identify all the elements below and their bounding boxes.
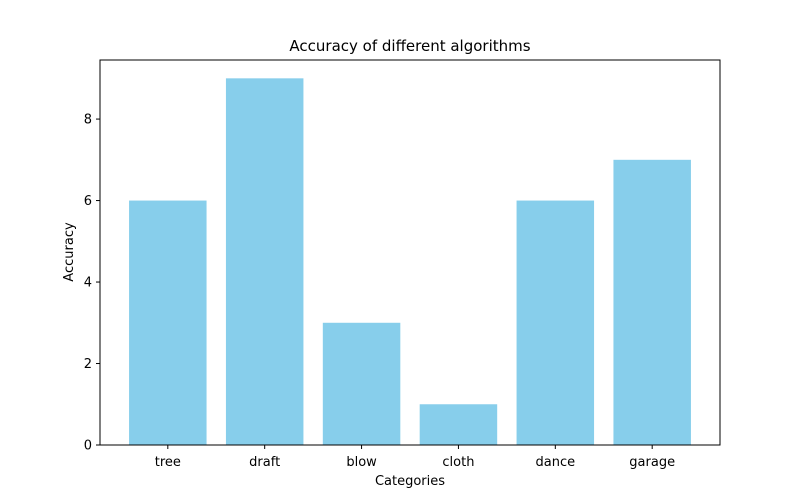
x-tick-label: dance (536, 455, 576, 470)
bar-garage (613, 159, 691, 445)
y-tick-label: 6 (84, 194, 92, 209)
bar-dance (516, 200, 595, 445)
x-tick-label: cloth (442, 455, 474, 470)
y-tick-label: 8 (84, 113, 92, 128)
x-tick-label: garage (629, 455, 675, 470)
chart-title: Accuracy of different algorithms (289, 37, 530, 55)
y-tick-label: 2 (84, 357, 92, 372)
bars-group (129, 78, 691, 445)
bar-blow (322, 322, 401, 445)
y-tick-label: 4 (84, 276, 92, 291)
bar-draft (225, 78, 304, 445)
x-tick-label: tree (155, 455, 181, 470)
y-axis-label: Accuracy (62, 222, 77, 282)
y-axis-ticks: 0 2 4 6 8 (84, 113, 100, 454)
x-axis-ticks: tree draft blow cloth dance garage (155, 445, 675, 470)
y-tick-label: 0 (84, 439, 92, 454)
x-axis-label: Categories (375, 474, 445, 489)
bar-cloth (419, 404, 498, 445)
plot-area-frame (99, 59, 721, 446)
x-tick-label: blow (346, 455, 377, 470)
x-tick-label: draft (249, 455, 280, 470)
bar-tree (129, 200, 207, 445)
